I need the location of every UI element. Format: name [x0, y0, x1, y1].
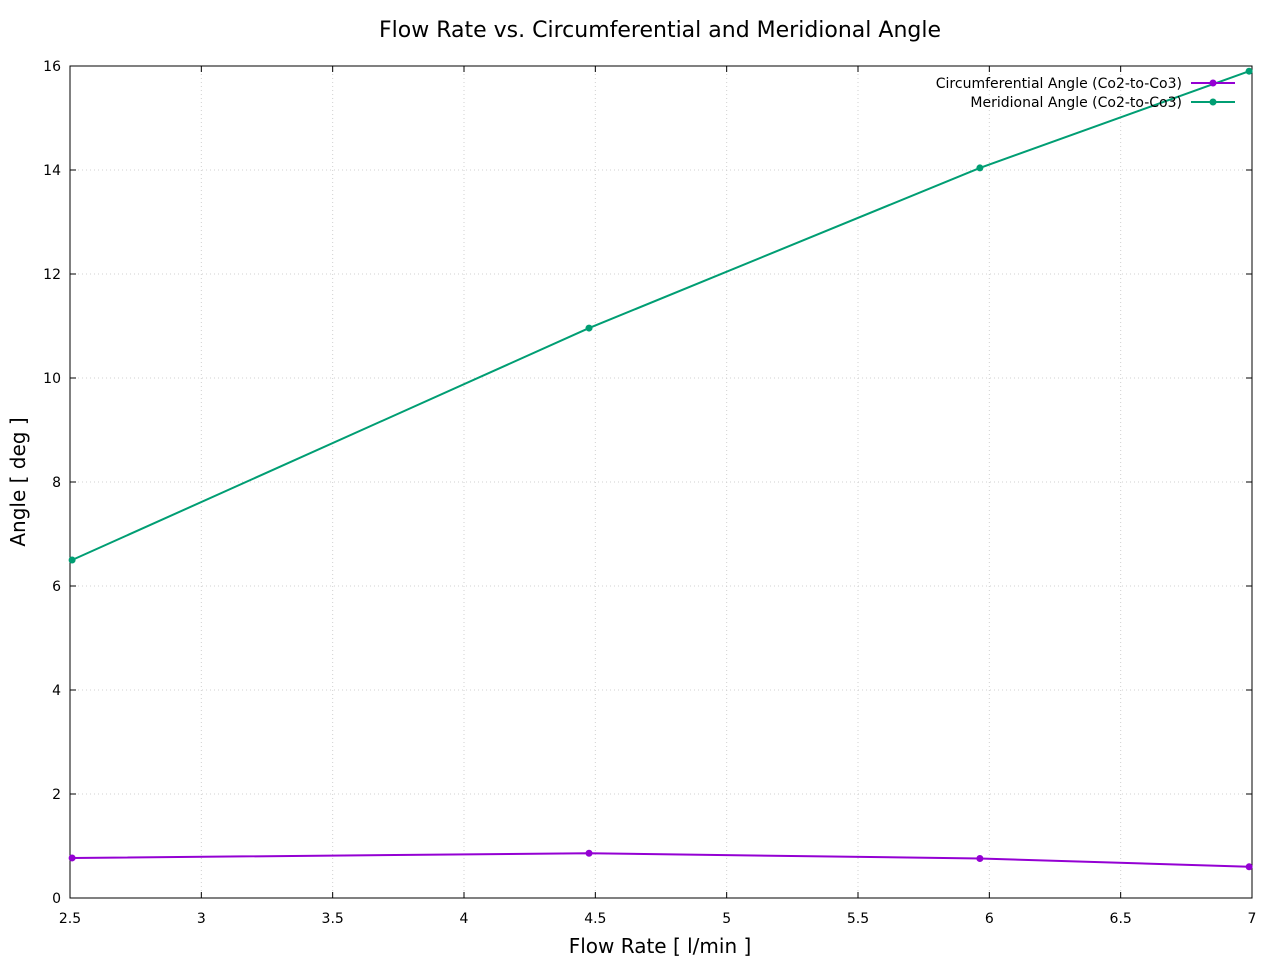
series-line-0: [72, 852, 1250, 868]
data-point: [976, 164, 984, 172]
x-tick-label: 4: [460, 911, 469, 927]
data-point: [1245, 67, 1253, 75]
x-tick-label: 2.5: [59, 911, 81, 927]
legend-label: Circumferential Angle (Co2-to-Co3): [936, 76, 1182, 92]
x-tick-label: 4.5: [584, 911, 606, 927]
series-line-1: [71, 70, 1250, 561]
y-tick-label: 10: [43, 371, 61, 387]
x-tick-label: 5.5: [847, 911, 869, 927]
x-axis-label: Flow Rate [ l/min ]: [569, 934, 752, 958]
y-tick-label: 16: [43, 59, 61, 75]
y-tick-label: 2: [52, 787, 61, 803]
x-tick-label: 3: [197, 911, 206, 927]
x-tick-label: 6.5: [1110, 911, 1132, 927]
y-tick-label: 12: [43, 267, 61, 283]
data-point: [68, 556, 76, 564]
x-tick-label: 3.5: [322, 911, 344, 927]
x-tick-label: 5: [722, 911, 731, 927]
data-point: [585, 849, 593, 857]
y-tick-label: 14: [43, 163, 61, 179]
y-tick-label: 0: [52, 891, 61, 907]
x-tick-label: 6: [985, 911, 994, 927]
data-point: [1245, 863, 1253, 871]
plot-frame: [69, 65, 1253, 899]
y-tick-label: 8: [52, 475, 61, 491]
y-tick-label: 4: [52, 683, 61, 699]
chart-title: Flow Rate vs. Circumferential and Meridi…: [379, 18, 941, 43]
y-tick-label: 6: [52, 579, 61, 595]
legend-label: Meridional Angle (Co2-to-Co3): [970, 95, 1182, 111]
x-tick-label: 7: [1248, 911, 1257, 927]
data-point: [976, 854, 984, 862]
legend-marker: [1209, 98, 1217, 106]
data-point: [585, 324, 593, 332]
data-point: [68, 854, 76, 862]
y-axis-label: Angle [ deg ]: [6, 417, 30, 546]
legend-marker: [1209, 79, 1217, 87]
